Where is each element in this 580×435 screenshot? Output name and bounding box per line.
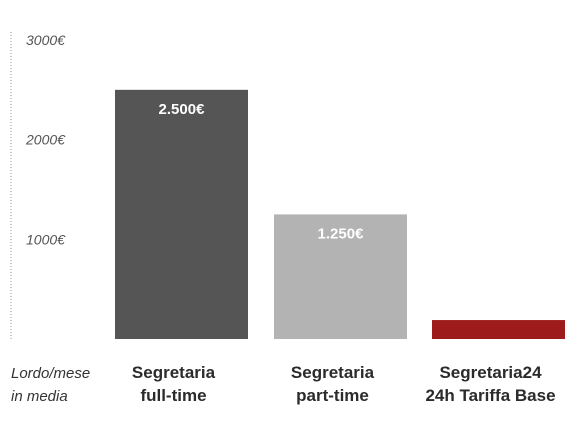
category-label: Segretaria bbox=[132, 363, 216, 382]
category-label: full-time bbox=[140, 386, 206, 405]
category-label: part-time bbox=[296, 386, 369, 405]
y-unit-label-line2: in media bbox=[11, 388, 68, 405]
bar-value-label: 1.250€ bbox=[318, 225, 365, 242]
bar-value-label: 2.500€ bbox=[159, 101, 206, 118]
category-label: Segretaria bbox=[291, 363, 375, 382]
y-tick-label: 2000€ bbox=[25, 132, 66, 148]
bar bbox=[115, 89, 248, 339]
y-unit-label-line1: Lordo/mese bbox=[11, 365, 90, 382]
y-tick-label: 3000€ bbox=[26, 32, 66, 48]
category-labels: Segretaria full-time Segretaria part-time Se… bbox=[132, 363, 556, 405]
category-label: Segretaria24 bbox=[439, 363, 542, 382]
category-label: 24h Tariffa Base bbox=[425, 386, 555, 405]
bar bbox=[274, 214, 407, 339]
bars: 2.500€ 1.250€ bbox=[115, 89, 565, 339]
y-tick-label: 1000€ bbox=[26, 231, 66, 247]
y-axis-ticks: 1000€ 2000€ 3000€ bbox=[25, 32, 66, 247]
bar bbox=[432, 320, 565, 339]
